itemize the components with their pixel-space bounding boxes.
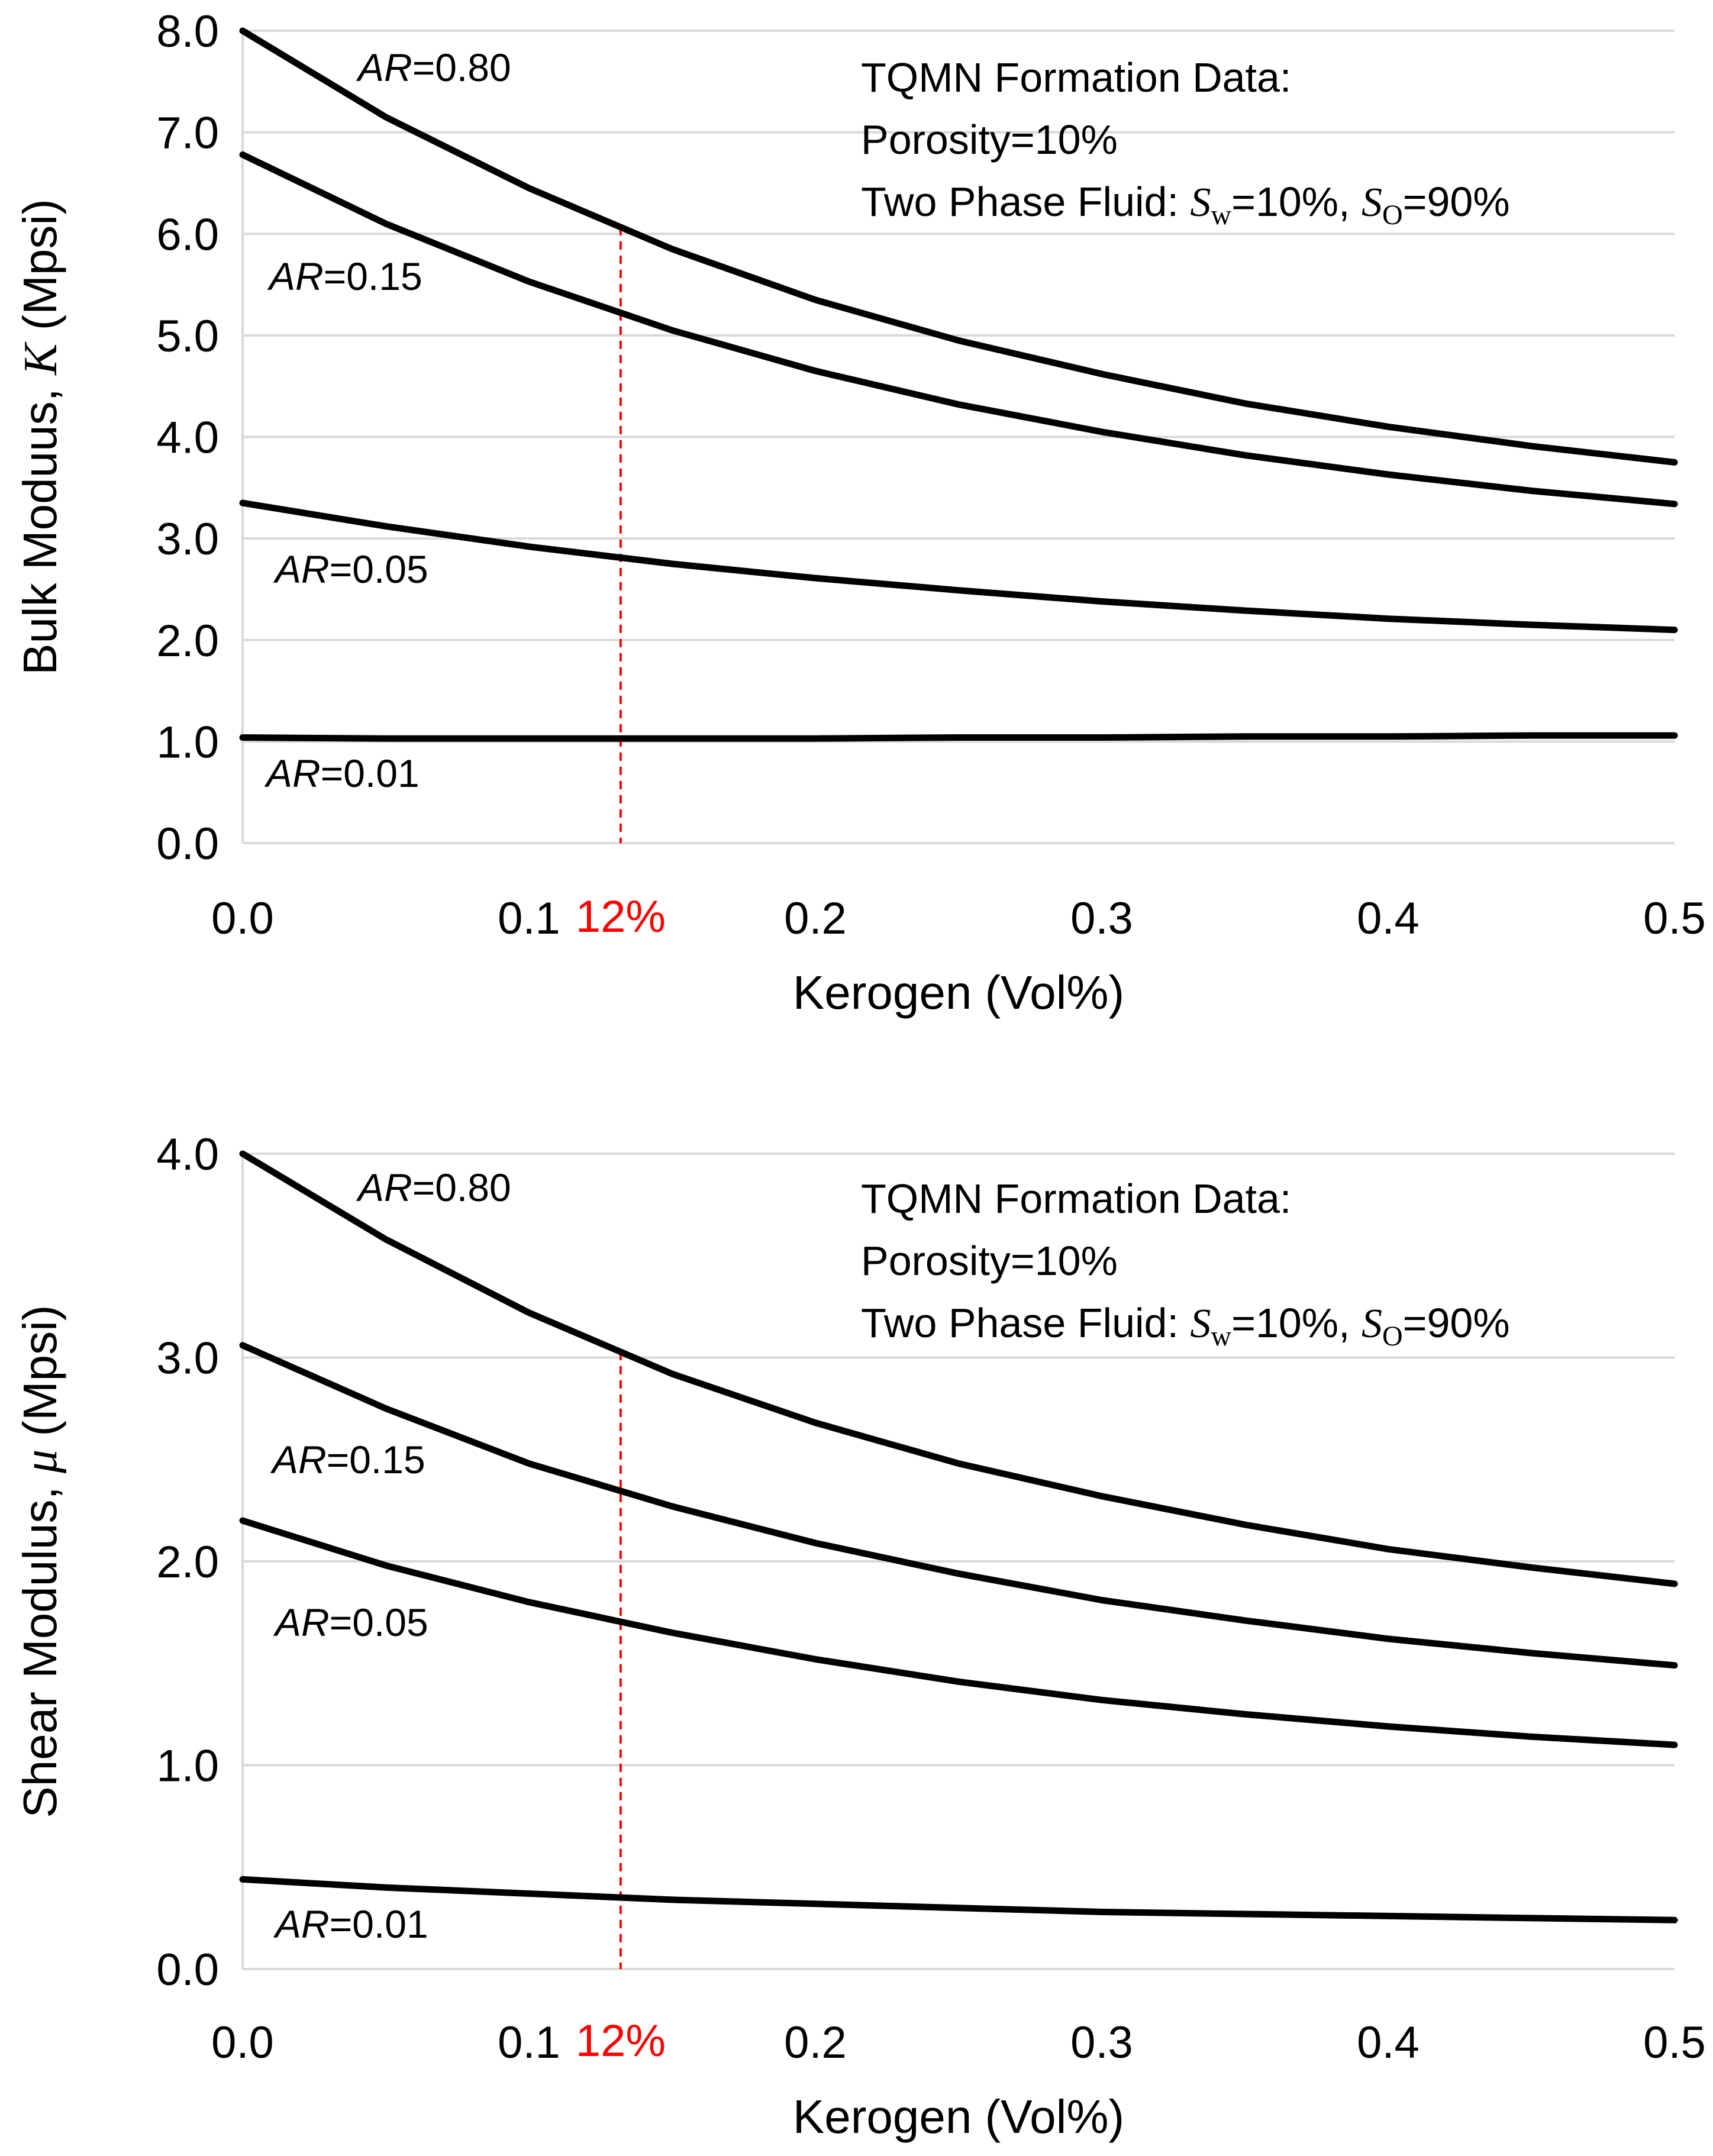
annotation-line-1: TQMN Formation Data:	[861, 1176, 1291, 1222]
y-tick-label: 6.0	[156, 209, 219, 260]
x-axis-title: Kerogen (Vol%)	[793, 966, 1124, 1019]
series-label-value: =0.80	[412, 46, 511, 89]
so-symbol: S	[1362, 180, 1382, 225]
series-label-ar: AR	[273, 1600, 330, 1644]
series-line-ar-005	[239, 499, 1678, 634]
annotation-line-3: Two Phase Fluid: Sw=10%, SO=90%	[861, 179, 1510, 231]
chart-panel-2: 0.0 1.0 2.0 3.0 4.0 0.0 0.1 0.2 0.3 0.4 0.5 Kerogen…	[14, 1129, 1706, 2143]
series-line-ar-001	[239, 732, 1678, 742]
series-label: AR=0.80	[356, 46, 511, 89]
series-label-value: =0.05	[330, 1600, 428, 1644]
series-label: AR=0.01	[273, 1902, 428, 1946]
y-axis-title-symbol: K	[15, 341, 67, 376]
x-tick-label: 0.5	[1643, 2018, 1706, 2068]
x-tick-label: 0.4	[1357, 2018, 1420, 2068]
series-label: AR=0.05	[273, 1600, 428, 1644]
series-label-value: =0.15	[327, 1438, 425, 1482]
sw-subscript: w	[1211, 1321, 1231, 1352]
sw-value: =10%,	[1231, 179, 1362, 225]
x-tick-label: 0.1	[498, 893, 560, 944]
series-label-ar: AR	[356, 1166, 412, 1209]
series-label-value: =0.15	[324, 254, 422, 298]
x-tick-label: 0.1	[498, 2018, 560, 2068]
x-tick-label: 0.3	[1070, 893, 1133, 944]
series-line-ar-080	[239, 27, 1678, 466]
y-tick-label: 3.0	[156, 514, 219, 564]
y-axis-title-main: Shear Modulus,	[14, 1473, 66, 1818]
y-tick-label: 4.0	[156, 1129, 219, 1180]
y-tick-label: 2.0	[156, 616, 219, 666]
series-label-ar: AR	[267, 254, 324, 298]
marker-label: 12%	[576, 2016, 666, 2066]
so-subscript: O	[1382, 199, 1403, 231]
series-line-ar-001	[239, 1876, 1678, 1923]
y-axis-title-unit: (Mpsi)	[14, 1305, 66, 1449]
x-axis-title: Kerogen (Vol%)	[793, 2090, 1124, 2143]
y-tick-label: 1.0	[156, 1741, 219, 1792]
so-value: =90%	[1403, 179, 1510, 225]
y-tick-label: 0.0	[156, 819, 219, 869]
y-axis-title-unit: (Mpsi)	[14, 199, 66, 343]
sw-subscript: w	[1211, 199, 1231, 231]
annotation-line-3: Two Phase Fluid: Sw=10%, SO=90%	[861, 1300, 1510, 1352]
series-label-ar: AR	[270, 1438, 327, 1482]
series-label-value: =0.05	[330, 547, 428, 591]
y-tick-label: 7.0	[156, 108, 219, 159]
series-label: AR=0.05	[273, 547, 428, 591]
y-axis-title-main: Bulk Moduus,	[14, 375, 66, 675]
y-tick-label: 8.0	[156, 7, 219, 57]
sw-symbol: S	[1190, 180, 1211, 225]
y-axis-title: Shear Modulus, μ (Mpsi)	[14, 1305, 67, 1818]
series-label: AR=0.01	[264, 751, 420, 795]
so-subscript: O	[1382, 1321, 1403, 1352]
series-line-ar-080	[239, 1150, 1678, 1587]
annotation-line-2: Porosity=10%	[861, 117, 1118, 163]
series-label-ar: AR	[356, 46, 412, 89]
series-label: AR=0.80	[356, 1166, 511, 1209]
so-value: =90%	[1403, 1300, 1510, 1346]
series-label-value: =0.80	[412, 1166, 511, 1209]
y-tick-label: 3.0	[156, 1334, 219, 1384]
annotation-prefix: Two Phase Fluid:	[861, 1300, 1190, 1346]
y-axis-title-symbol: μ	[15, 1450, 67, 1474]
y-tick-label: 2.0	[156, 1537, 219, 1587]
annotation-prefix: Two Phase Fluid:	[861, 179, 1190, 225]
series-label-value: =0.01	[321, 751, 420, 795]
x-tick-label: 0.0	[211, 893, 274, 944]
x-tick-label: 0.2	[784, 893, 847, 944]
y-tick-label: 4.0	[156, 413, 219, 463]
x-tick-label: 0.4	[1357, 893, 1420, 944]
x-tick-label: 0.5	[1643, 893, 1706, 944]
series-line-ar-015	[239, 151, 1678, 508]
sw-symbol: S	[1190, 1301, 1211, 1347]
y-axis-title: Bulk Moduus, K (Mpsi)	[14, 199, 67, 675]
y-tick-label: 1.0	[156, 717, 219, 767]
so-symbol: S	[1362, 1301, 1382, 1347]
series-label-value: =0.01	[330, 1902, 428, 1946]
series-label-ar: AR	[264, 751, 321, 795]
marker-label: 12%	[576, 892, 666, 942]
series-label-ar: AR	[273, 1902, 330, 1946]
y-tick-label: 5.0	[156, 311, 219, 362]
x-tick-label: 0.3	[1070, 2018, 1133, 2068]
x-tick-label: 0.2	[784, 2018, 847, 2068]
x-tick-label: 0.0	[211, 2018, 274, 2068]
annotation-line-2: Porosity=10%	[861, 1238, 1118, 1284]
sw-value: =10%,	[1231, 1300, 1362, 1346]
series-label: AR=0.15	[270, 1438, 425, 1482]
series-label: AR=0.15	[267, 254, 422, 298]
y-tick-label: 0.0	[156, 1945, 219, 1995]
series-line-ar-015	[239, 1342, 1678, 1669]
series-line-ar-005	[239, 1517, 1678, 1748]
chart-panel-1: 0.0 1.0 2.0 3.0 4.0 5.0 6.0 7.0 8.0 0.0 0.1 0.2 0.3 0…	[14, 7, 1706, 1019]
annotation-line-1: TQMN Formation Data:	[861, 54, 1291, 101]
series-label-ar: AR	[273, 547, 330, 591]
